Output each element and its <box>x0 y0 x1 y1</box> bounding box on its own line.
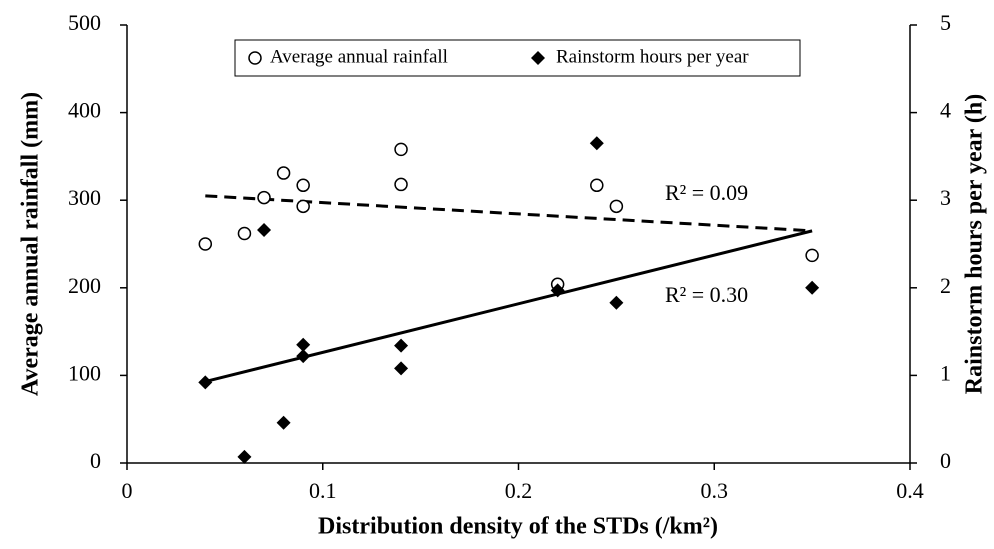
r-squared-label: R² = 0.09 <box>665 180 748 205</box>
y-tick-label: 200 <box>68 273 101 298</box>
circle-marker <box>394 142 408 157</box>
diamond-marker <box>550 283 565 298</box>
y2-tick-label: 4 <box>940 98 951 123</box>
diamond-marker <box>589 136 604 151</box>
circle-marker <box>276 166 291 180</box>
r-squared-label: R² = 0.30 <box>665 282 748 307</box>
y2-axis-title: Rainstorm hours per year (h) <box>962 94 988 394</box>
y-tick-label: 0 <box>90 448 101 473</box>
x-tick-label: 0 <box>122 478 133 503</box>
legend-label: Average annual rainfall <box>270 46 448 67</box>
circle-marker <box>248 51 262 65</box>
y-tick-label: 100 <box>68 360 101 385</box>
x-tick-label: 0.4 <box>896 478 924 503</box>
diamond-marker <box>394 338 409 353</box>
x-tick-label: 0.1 <box>309 478 337 503</box>
y-tick-label: 500 <box>68 10 101 35</box>
circle-marker <box>394 177 408 192</box>
y-tick-label: 400 <box>68 98 101 123</box>
diamond-marker <box>531 51 545 65</box>
y2-tick-label: 2 <box>940 273 951 298</box>
diamond-marker <box>198 375 213 390</box>
circle-marker <box>237 226 252 241</box>
x-axis-title: Distribution density of the STDs (/km²) <box>318 514 718 540</box>
diamond-marker <box>276 415 291 430</box>
y2-tick-label: 0 <box>940 448 951 473</box>
circle-marker <box>590 178 604 193</box>
diamond-marker <box>394 361 409 376</box>
circle-marker <box>296 178 310 193</box>
y2-tick-label: 1 <box>940 360 951 385</box>
diamond-marker <box>257 222 272 237</box>
circle-marker <box>296 199 310 214</box>
diamond-marker <box>609 295 624 310</box>
circle-marker <box>805 248 819 263</box>
y2-tick-label: 5 <box>940 10 951 35</box>
y-tick-label: 300 <box>68 185 101 210</box>
diamond-marker <box>296 349 311 364</box>
diamond-marker <box>237 449 252 464</box>
x-tick-label: 0.3 <box>701 478 729 503</box>
legend-label: Rainstorm hours per year <box>556 46 749 67</box>
y-axis-title: Average annual rainfall (mm) <box>18 92 44 396</box>
diamond-marker <box>296 337 311 352</box>
diamond-marker <box>805 280 820 295</box>
circle-marker <box>198 237 213 251</box>
x-tick-label: 0.2 <box>505 478 533 503</box>
legend-box <box>234 39 801 77</box>
circle-marker <box>257 190 271 205</box>
circle-marker <box>609 199 624 214</box>
y2-tick-label: 3 <box>940 185 951 210</box>
